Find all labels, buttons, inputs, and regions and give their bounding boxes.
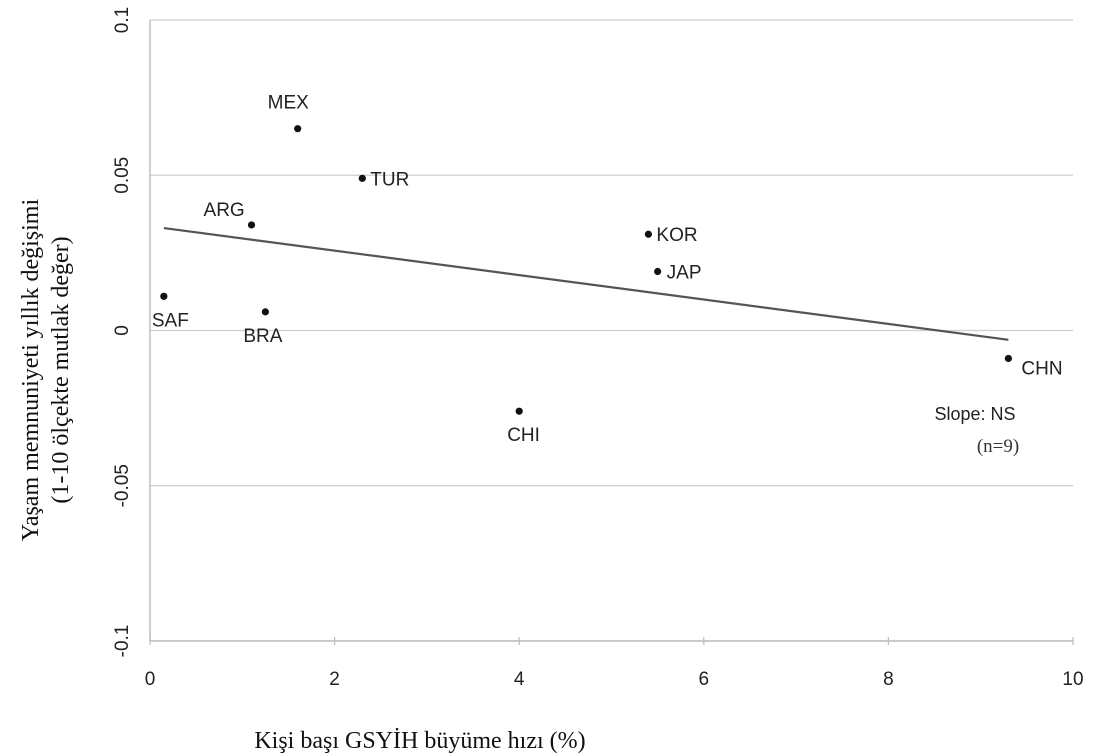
point-label-saf: SAF — [152, 310, 189, 331]
point-label-tur: TUR — [370, 169, 409, 190]
point-label-chn: CHN — [1021, 358, 1062, 379]
n-text: (n=9) — [977, 436, 1019, 457]
x-tick-label: 6 — [699, 669, 710, 690]
point-label-mex: MEX — [268, 93, 310, 114]
data-point-mex — [294, 125, 302, 133]
data-point-arg — [247, 221, 256, 229]
point-label-bra: BRA — [243, 326, 282, 347]
y-axis-title: Yaşam memnuniyeti yıllık değişimi (1-10 … — [18, 199, 74, 542]
y-tick-label: 0.1 — [112, 7, 133, 33]
x-axis-title: Kişi başı GSYİH büyüme hızı (%) — [254, 728, 585, 754]
y-axis-title-line2: (1-10 ölçekte mutlak değer) — [48, 236, 74, 503]
point-label-kor: KOR — [656, 225, 697, 246]
y-tick-label: 0 — [112, 325, 133, 336]
y-tick-label: 0.05 — [112, 157, 133, 194]
data-point-chn — [1004, 354, 1012, 363]
point-label-chi: CHI — [507, 425, 540, 446]
x-tick-label: 8 — [883, 669, 894, 690]
data-points — [160, 125, 1012, 415]
data-point-saf — [160, 292, 168, 300]
point-label-jap: JAP — [667, 263, 702, 284]
data-point-bra — [261, 308, 269, 316]
trendline-group — [163, 226, 1009, 341]
slope-annotation: Slope: NS (n=9) — [934, 404, 1019, 457]
point-label-arg: ARG — [204, 200, 245, 221]
x-tick-label: 10 — [1062, 669, 1083, 690]
x-tick-label: 4 — [514, 669, 525, 690]
axes — [149, 20, 1074, 645]
y-tick-label: -0.1 — [112, 625, 133, 658]
data-point-tur — [358, 174, 366, 182]
y-axis-title-line1: Yaşam memnuniyeti yıllık değişimi — [18, 199, 44, 542]
trendline — [163, 226, 1009, 341]
slope-text: Slope: NS — [934, 404, 1015, 424]
x-tick-label: 0 — [145, 669, 156, 690]
data-point-chi — [515, 407, 523, 415]
tick-labels: 0 2 4 6 8 10 -0.1 -0.05 0 0.05 0.1 — [112, 7, 1084, 690]
x-tick-label: 2 — [329, 669, 340, 690]
y-tick-label: -0.05 — [112, 464, 133, 507]
data-point-jap — [654, 267, 662, 276]
data-point-kor — [644, 230, 653, 238]
point-labels: MEX TUR ARG SAF BRA KOR JAP CHI CHN — [152, 93, 1063, 447]
